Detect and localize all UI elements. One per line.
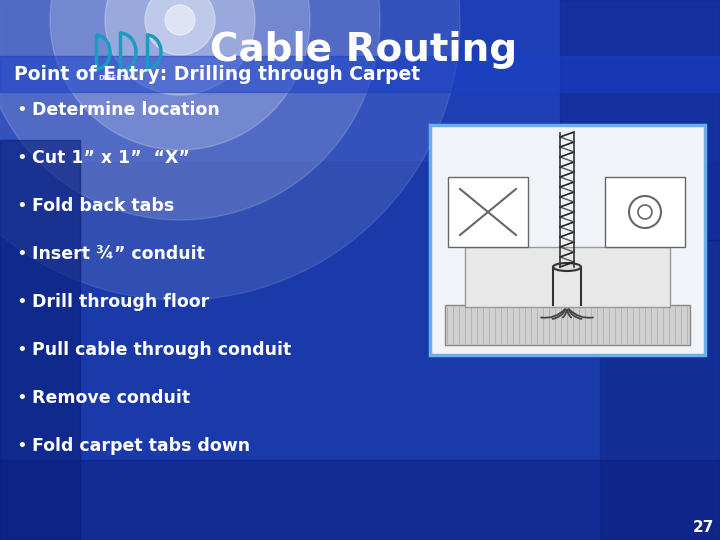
- Bar: [605, 177, 685, 247]
- Text: Point of Entry: Drilling through Carpet: Point of Entry: Drilling through Carpet: [14, 64, 420, 84]
- Text: •: •: [17, 101, 27, 119]
- Bar: [0, 140, 80, 540]
- Bar: [560, 0, 720, 240]
- Text: Insert ¾” conduit: Insert ¾” conduit: [32, 245, 205, 263]
- Text: Fold back tabs: Fold back tabs: [32, 197, 174, 215]
- Text: Pull cable through conduit: Pull cable through conduit: [32, 341, 292, 359]
- Text: Remove conduit: Remove conduit: [32, 389, 190, 407]
- Bar: [600, 240, 720, 540]
- Circle shape: [145, 0, 215, 55]
- Bar: [445, 305, 690, 345]
- Text: Fold carpet tabs down: Fold carpet tabs down: [32, 437, 250, 455]
- Bar: [448, 177, 528, 247]
- Circle shape: [0, 0, 380, 220]
- Bar: [430, 125, 705, 355]
- Bar: [0, 460, 720, 540]
- Text: •: •: [17, 293, 27, 311]
- Text: Drill through floor: Drill through floor: [32, 293, 210, 311]
- Bar: [0, 0, 720, 160]
- Circle shape: [50, 0, 310, 150]
- Text: •: •: [17, 149, 27, 167]
- Text: DIRECTV: DIRECTV: [98, 75, 132, 81]
- Text: •: •: [17, 389, 27, 407]
- Text: Determine location: Determine location: [32, 101, 220, 119]
- Text: •: •: [17, 437, 27, 455]
- Circle shape: [105, 0, 255, 95]
- Text: •: •: [17, 197, 27, 215]
- Bar: [465, 247, 670, 307]
- Ellipse shape: [553, 263, 581, 271]
- Bar: [0, 56, 720, 92]
- Text: Cut 1” x 1”  “X”: Cut 1” x 1” “X”: [32, 149, 190, 167]
- Text: 27: 27: [693, 521, 714, 536]
- Text: Cable Routing: Cable Routing: [210, 31, 517, 69]
- Text: •: •: [17, 341, 27, 359]
- Text: •: •: [17, 245, 27, 263]
- Circle shape: [165, 5, 195, 35]
- Circle shape: [0, 0, 460, 300]
